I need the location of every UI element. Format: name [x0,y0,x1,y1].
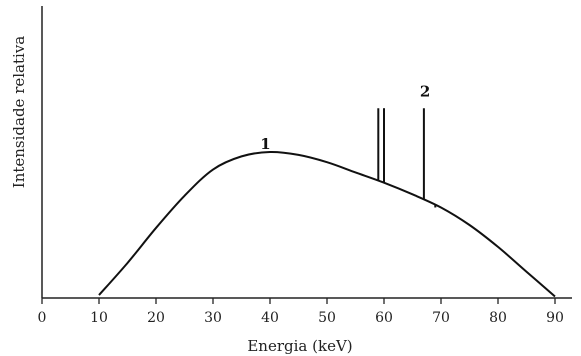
x-axis-title: Energia (keV) [247,337,352,355]
y-axis-title: Intensidade relativa [10,36,28,189]
x-tick-label: 60 [375,310,393,326]
axes [41,6,572,299]
x-tick-label: 20 [147,310,165,326]
x-tick-label: 70 [432,310,450,326]
x-tick-label: 30 [204,310,222,326]
annotations: 12 [260,83,430,154]
x-tick-labels: 0 10 20 30 40 50 60 70 80 90 [38,310,564,326]
x-tick-label: 90 [546,310,564,326]
characteristic-lines [377,108,437,208]
x-ticks [41,298,556,304]
x-tick-label: 40 [261,310,279,326]
x-tick-label: 10 [90,310,108,326]
annotation-label: 1 [260,135,270,153]
annotation-label: 2 [420,83,430,101]
continuous-spectrum-curve [98,150,556,298]
x-tick-label: 50 [318,310,336,326]
x-tick-label: 0 [38,310,47,326]
x-tick-label: 80 [489,310,507,326]
